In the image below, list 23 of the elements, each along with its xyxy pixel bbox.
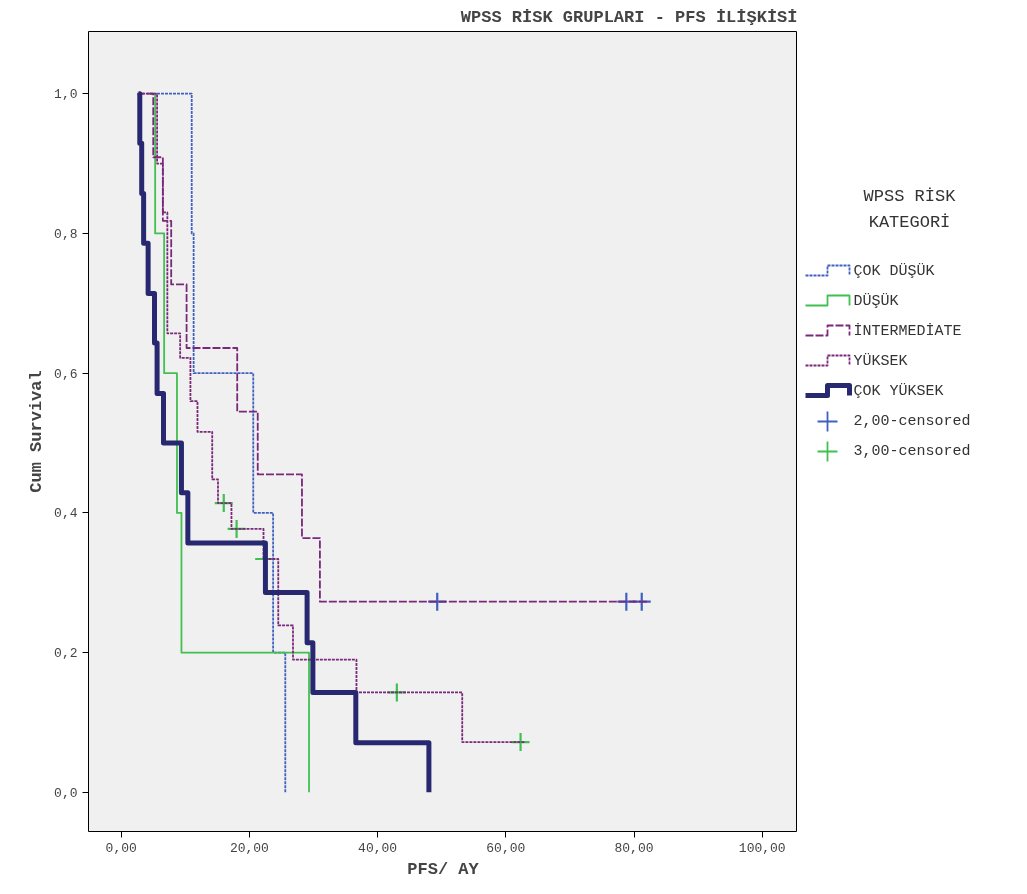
x-tick-label: 0,00 xyxy=(105,840,137,856)
y-tick-label: 0,4 xyxy=(54,506,78,522)
legend-title: WPSS RİSK KATEGORİ xyxy=(863,187,957,232)
y-tick-label: 0,0 xyxy=(54,785,78,801)
x-axis-title: PFS/ AY xyxy=(407,859,480,879)
y-tick-label: 0,8 xyxy=(54,226,78,242)
y-tick-label: 0,2 xyxy=(54,646,78,662)
x-tick-label: 60,00 xyxy=(486,840,526,856)
legend-label: ÇOK DÜŞÜK xyxy=(853,262,935,280)
y-axis-title: Cum Survival xyxy=(27,370,47,493)
x-tick-label: 40,00 xyxy=(358,840,398,856)
y-tick-label: 0,6 xyxy=(54,366,78,382)
y-tick-label: 1,0 xyxy=(54,87,78,103)
x-tick-label: 20,00 xyxy=(229,840,269,856)
x-tick-label: 100,00 xyxy=(738,840,786,856)
legend-label: ÇOK YÜKSEK xyxy=(853,382,944,400)
legend-label: 3,00-censored xyxy=(853,443,971,460)
legend-label: İNTERMEDİATE xyxy=(853,322,962,340)
legend-label: 2,00-censored xyxy=(853,413,971,430)
x-tick-label: 80,00 xyxy=(614,840,654,856)
legend-label: YÜKSEK xyxy=(853,352,908,370)
chart-title: WPSS RİSK GRUPLARI - PFS İLİŞKİSİ xyxy=(460,7,798,27)
legend-label: DÜŞÜK xyxy=(853,292,899,310)
